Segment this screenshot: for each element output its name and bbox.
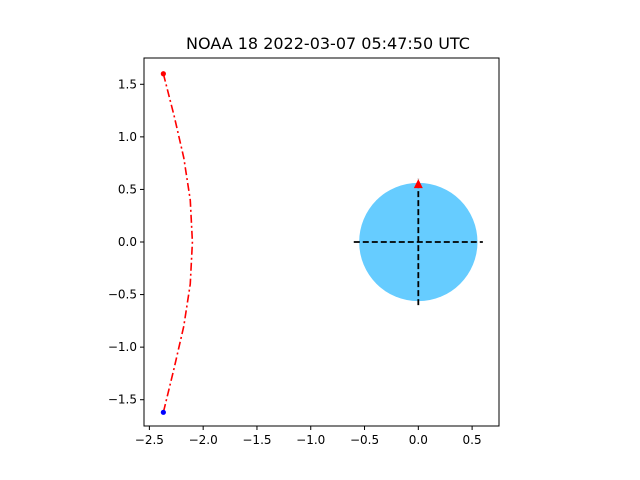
- y-tick-label: 0.0: [118, 235, 137, 249]
- plot-area: [160, 71, 483, 415]
- x-tick-label: −2.0: [189, 433, 218, 447]
- x-tick-label: 0.0: [409, 433, 428, 447]
- x-tick-label: −0.5: [350, 433, 379, 447]
- y-tick-label: 1.0: [118, 130, 137, 144]
- y-axis: 1.5 1.0 0.5 0.0 −0.5 −1.0 −1.5: [108, 77, 144, 407]
- north-arrow-marker: [413, 179, 423, 189]
- chart-title: NOAA 18 2022-03-07 05:47:50 UTC: [186, 34, 470, 53]
- y-tick-label: −1.5: [108, 393, 137, 407]
- y-tick-label: 0.5: [118, 182, 137, 196]
- track-endpoint-marker-1: [160, 409, 166, 415]
- y-tick-label: −1.0: [108, 340, 137, 354]
- x-tick-label: −1.5: [242, 433, 271, 447]
- x-tick-label: −1.0: [296, 433, 325, 447]
- track-endpoint-marker-0: [160, 71, 166, 77]
- x-axis: −2.5 −2.0 −1.5 −1.0 −0.5 0.0 0.5: [135, 426, 482, 447]
- x-tick-label: 0.5: [463, 433, 482, 447]
- y-tick-label: −0.5: [108, 288, 137, 302]
- y-tick-label: 1.5: [118, 77, 137, 91]
- track-line-0: [162, 73, 194, 413]
- x-tick-label: −2.5: [135, 433, 164, 447]
